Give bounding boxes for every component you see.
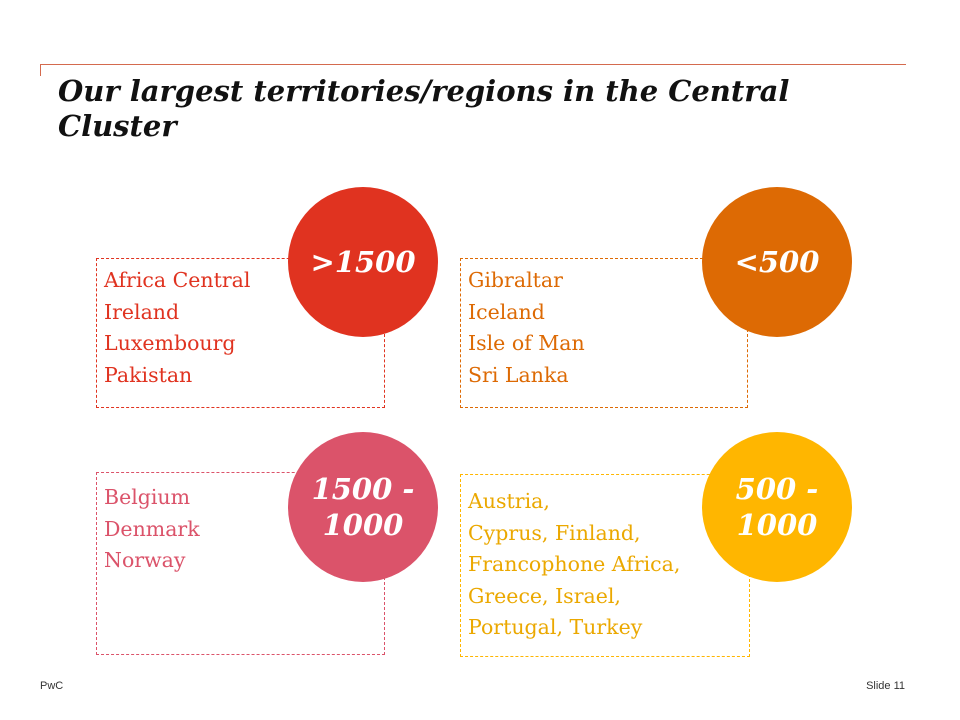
- list-item: Cyprus, Finland,: [468, 520, 641, 545]
- list-item: Luxembourg: [104, 331, 236, 355]
- group-box-under-500: [460, 258, 748, 408]
- slide-number: Slide 11: [866, 680, 905, 692]
- list-item: Iceland: [468, 299, 545, 324]
- list-item: Denmark: [104, 516, 200, 541]
- badge-over-1500: >1500: [288, 187, 438, 337]
- badge-under-500: <500: [702, 187, 852, 337]
- list-item: Portugal, Turkey: [468, 615, 643, 639]
- list-item: Francophone Africa,: [468, 552, 681, 576]
- list-item: Africa Central: [104, 268, 251, 292]
- badge-500-1000: 500 - 1000: [702, 432, 852, 582]
- list-item: Norway: [104, 548, 186, 572]
- group-list-under-500: Gibraltar Iceland Isle of Man Sri Lanka: [468, 265, 585, 391]
- list-item: Isle of Man: [468, 331, 585, 355]
- list-item: Gibraltar: [468, 268, 563, 292]
- footer-brand: PwC: [40, 680, 64, 692]
- badge-1000-1500: 1500 - 1000: [288, 432, 438, 582]
- title-rule-tick: [40, 64, 41, 76]
- list-item: Sri Lanka: [468, 362, 569, 387]
- list-item: Ireland: [104, 299, 180, 324]
- list-item: Belgium: [104, 485, 191, 509]
- title-rule: [40, 64, 906, 65]
- page-title: Our largest territories/regions in the C…: [58, 74, 790, 143]
- group-list-500-1000: Austria, Cyprus, Finland, Francophone Af…: [468, 486, 680, 644]
- group-list-1000-1500: Belgium Denmark Norway: [104, 482, 200, 577]
- list-item: Greece, Israel,: [468, 583, 621, 608]
- group-list-over-1500: Africa Central Ireland Luxembourg Pakist…: [104, 265, 250, 391]
- list-item: Pakistan: [104, 362, 193, 387]
- list-item: Austria,: [468, 489, 550, 513]
